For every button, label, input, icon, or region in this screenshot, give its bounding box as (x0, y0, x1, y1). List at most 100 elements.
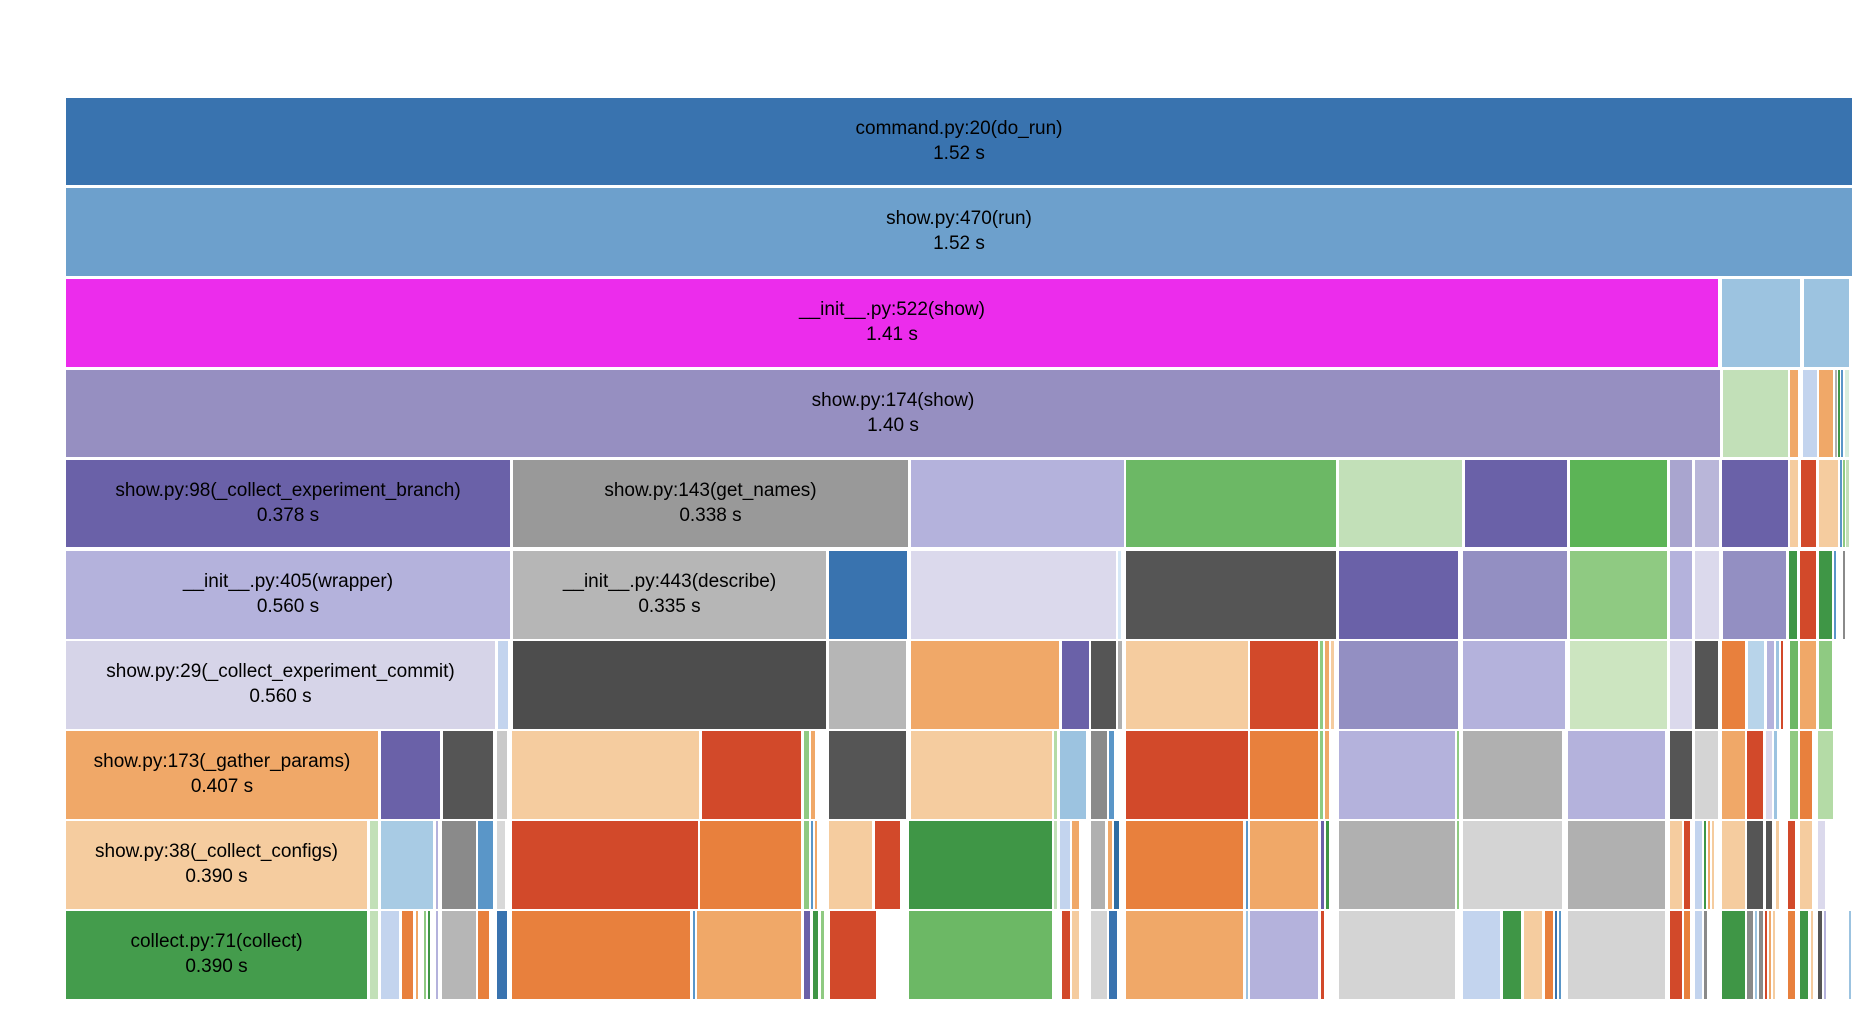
frame-cell-d5-3[interactable] (1126, 460, 1336, 547)
frame-cell-d5-13[interactable] (1840, 460, 1842, 547)
frame-cell-d9-1[interactable] (370, 821, 378, 909)
frame-cell-d10-24[interactable] (1246, 911, 1248, 999)
frame-cell-d7-22[interactable] (1781, 641, 1783, 729)
frame-cell-d9-37[interactable] (1747, 821, 1763, 909)
frame-cell-d7-6[interactable] (1091, 641, 1116, 729)
frame-cell-d9-5[interactable] (478, 821, 493, 909)
frame-cell-d10-2[interactable] (381, 911, 399, 999)
frame-cell-d8-17[interactable] (1325, 731, 1329, 819)
frame-cell-d8-4[interactable] (512, 731, 699, 819)
frame-cell-d7-15[interactable] (1570, 641, 1667, 729)
frame-cell-d9-10[interactable] (811, 821, 813, 909)
frame-cell-d8-3[interactable] (497, 731, 507, 819)
frame-cell-d10-25[interactable] (1250, 911, 1318, 999)
frame-cell-d8-2[interactable] (443, 731, 493, 819)
frame-cell-d8-16[interactable] (1320, 731, 1323, 819)
frame-cell-d8-10[interactable] (1054, 731, 1057, 819)
frame-cell-d9-9[interactable] (804, 821, 809, 909)
frame-cell-d8-20[interactable] (1463, 731, 1562, 819)
frame-cell-d5-7[interactable] (1670, 460, 1692, 547)
frame-cell-d10-9[interactable] (478, 911, 489, 999)
frame-cell-d10-19[interactable] (1062, 911, 1070, 999)
frame-show-py-470-run[interactable]: show.py:470(run) 1.52 s (66, 188, 1852, 276)
frame-cell-d6-7[interactable] (1463, 551, 1567, 639)
frame-cell-d10-21[interactable] (1091, 911, 1107, 999)
frame-cell-d7-12[interactable] (1331, 641, 1334, 729)
frame-cell-d10-16[interactable] (821, 911, 824, 999)
frame-cell-d9-14[interactable] (909, 821, 1052, 909)
frame-cell-d9-22[interactable] (1246, 821, 1248, 909)
frame-cell-d9-34[interactable] (1708, 821, 1710, 909)
frame-cell-d9-3[interactable] (436, 821, 438, 909)
frame-cell-d6-11[interactable] (1723, 551, 1786, 639)
frame-cell-d10-27[interactable] (1339, 911, 1455, 999)
frame-cell-d10-42[interactable] (1759, 911, 1763, 999)
frame-cell-d9-21[interactable] (1126, 821, 1243, 909)
frame-cell-d10-17[interactable] (830, 911, 876, 999)
frame-cell-d8-24[interactable] (1722, 731, 1745, 819)
frame-cell-d10-7[interactable] (436, 911, 438, 999)
frame-cell-d9-31[interactable] (1684, 821, 1690, 909)
frame-cell-d10-5[interactable] (424, 911, 426, 999)
frame-cell-d8-19[interactable] (1457, 731, 1459, 819)
frame-cell-d7-25[interactable] (1819, 641, 1832, 729)
frame-show-py-173-gather-params[interactable]: show.py:173(_gather_params) 0.407 s (66, 731, 378, 819)
frame-cell-d7-24[interactable] (1800, 641, 1816, 729)
frame-cell-d5-2[interactable] (911, 460, 1124, 547)
frame-cell-d9-25[interactable] (1326, 821, 1329, 909)
frame-cell-d10-28[interactable] (1463, 911, 1500, 999)
frame-cell-d8-11[interactable] (1060, 731, 1086, 819)
frame-cell-d4-4[interactable] (1819, 370, 1833, 457)
frame-cell-d7-23[interactable] (1790, 641, 1798, 729)
frame-cell-d7-21[interactable] (1776, 641, 1779, 729)
frame-cell-d6-13[interactable] (1800, 551, 1816, 639)
frame-show-py-98-collect-experiment-branch[interactable]: show.py:98(_collect_experiment_branch) 0.… (66, 460, 510, 547)
frame-init-py-522-show[interactable]: __init__.py:522(show) 1.41 s (66, 279, 1718, 367)
frame-cell-d7-17[interactable] (1695, 641, 1718, 729)
frame-cell-d9-6[interactable] (497, 821, 505, 909)
frame-cell-d7-16[interactable] (1670, 641, 1692, 729)
frame-cell-d10-49[interactable] (1818, 911, 1822, 999)
frame-cell-d7-20[interactable] (1767, 641, 1774, 729)
frame-cell-d8-9[interactable] (911, 731, 1052, 819)
frame-cell-d9-26[interactable] (1339, 821, 1455, 909)
frame-cell-d9-42[interactable] (1818, 821, 1825, 909)
frame-cell-d10-14[interactable] (804, 911, 810, 999)
frame-cell-d7-11[interactable] (1325, 641, 1329, 729)
frame-cell-d10-32[interactable] (1555, 911, 1557, 999)
frame-cell-d9-20[interactable] (1114, 821, 1119, 909)
frame-cell-d10-33[interactable] (1559, 911, 1561, 999)
frame-cell-d8-29[interactable] (1800, 731, 1812, 819)
frame-cell-d9-32[interactable] (1695, 821, 1702, 909)
frame-cell-d10-41[interactable] (1755, 911, 1757, 999)
frame-cell-d10-15[interactable] (813, 911, 818, 999)
frame-cell-d9-28[interactable] (1463, 821, 1562, 909)
frame-cell-d9-16[interactable] (1060, 821, 1070, 909)
frame-cell-d8-15[interactable] (1250, 731, 1318, 819)
frame-cell-d10-43[interactable] (1765, 911, 1767, 999)
frame-cell-d10-23[interactable] (1126, 911, 1243, 999)
frame-cell-d9-39[interactable] (1776, 821, 1779, 909)
frame-cell-d10-36[interactable] (1684, 911, 1690, 999)
frame-cell-d5-11[interactable] (1801, 460, 1816, 547)
frame-cell-d7-19[interactable] (1748, 641, 1764, 729)
frame-cell-d4-1[interactable] (1723, 370, 1788, 457)
frame-cell-d7-2[interactable] (513, 641, 826, 729)
frame-show-py-143-get-names[interactable]: show.py:143(get_names) 0.338 s (513, 460, 908, 547)
frame-cell-d10-35[interactable] (1670, 911, 1682, 999)
frame-show-py-29-collect-experiment-commit[interactable]: show.py:29(_collect_experiment_commit) 0.… (66, 641, 495, 729)
frame-cell-d9-35[interactable] (1712, 821, 1714, 909)
frame-cell-d4-8[interactable] (1845, 370, 1849, 457)
frame-cell-d10-26[interactable] (1321, 911, 1324, 999)
frame-cell-d8-27[interactable] (1774, 731, 1777, 819)
frame-cell-d5-8[interactable] (1695, 460, 1719, 547)
frame-cell-d9-41[interactable] (1800, 821, 1812, 909)
frame-cell-d8-18[interactable] (1339, 731, 1455, 819)
frame-cell-d10-45[interactable] (1773, 911, 1775, 999)
frame-cell-d9-24[interactable] (1321, 821, 1324, 909)
frame-cell-d9-40[interactable] (1788, 821, 1795, 909)
frame-cell-d5-9[interactable] (1722, 460, 1788, 547)
frame-cell-d8-23[interactable] (1695, 731, 1718, 819)
frame-cell-d5-12[interactable] (1819, 460, 1838, 547)
frame-cell-d5-14[interactable] (1843, 460, 1845, 547)
